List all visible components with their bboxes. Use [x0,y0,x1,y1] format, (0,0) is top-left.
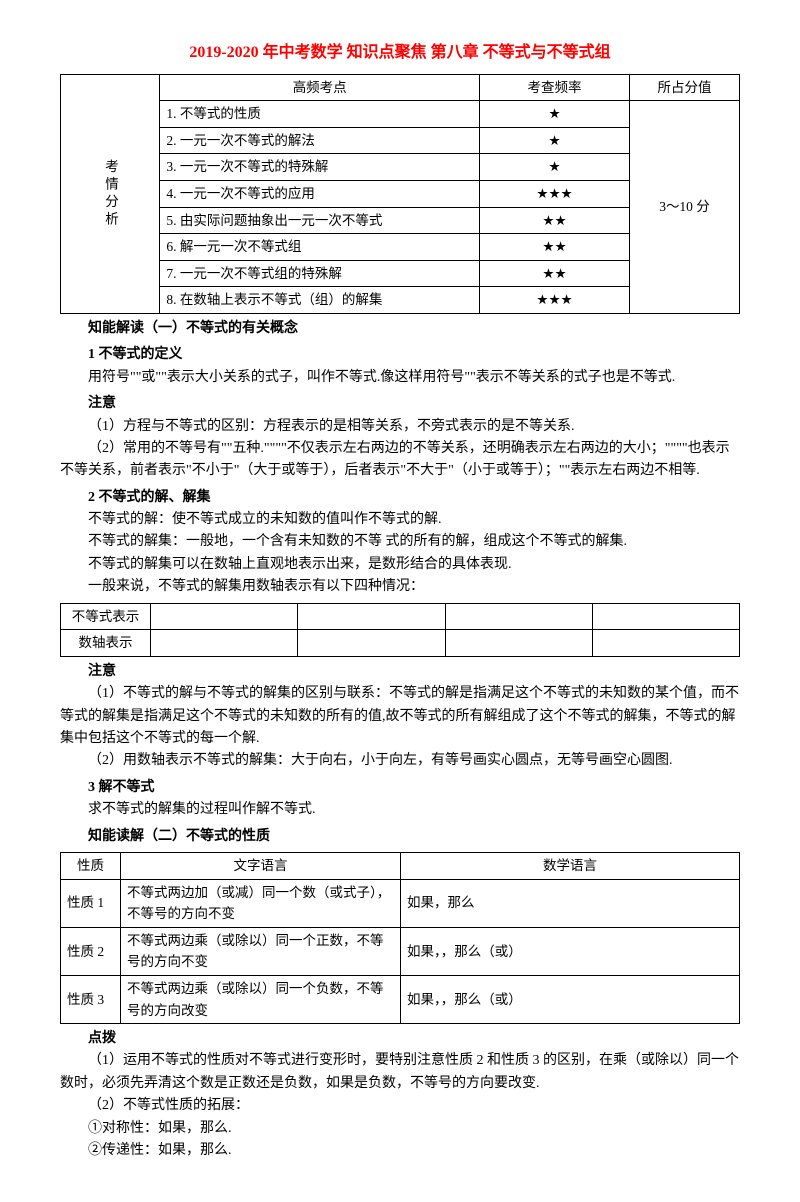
subheading: 1 不等式的定义 [60,344,740,366]
paragraph: （2）用数轴表示不等式的解集：大于向右，小于向左，有等号画实心圆点，无等号画空心… [60,750,740,772]
prop-text: 不等式两边乘（或除以）同一个负数，不等号的方向改变 [121,975,401,1023]
empty-cell [298,603,445,630]
point-cell: 6. 解一元一次不等式组 [160,234,480,261]
table-row: 性质 3 不等式两边乘（或除以）同一个负数，不等号的方向改变 如果，，那么（或） [61,975,740,1023]
freq-cell: ★ [480,154,630,181]
freq-cell: ★★ [480,234,630,261]
paragraph: 不等式的解集：一般地，一个含有未知数的不等 式的所有的解，组成这个不等式的解集. [60,531,740,553]
property-table: 性质 文字语言 数学语言 性质 1 不等式两边加（或减）同一个数（或式子），不等… [60,852,740,1024]
point-cell: 1. 不等式的性质 [160,101,480,128]
note-heading: 点拨 [60,1028,740,1050]
point-cell: 8. 在数轴上表示不等式（组）的解集 [160,287,480,314]
freq-cell: ★ [480,101,630,128]
subheading: 3 解不等式 [60,777,740,799]
point-cell: 2. 一元一次不等式的解法 [160,127,480,154]
point-cell: 5. 由实际问题抽象出一元一次不等式 [160,207,480,234]
exam-table: 考情分析 高频考点 考查频率 所占分值 1. 不等式的性质★3～10 分 2. … [60,74,740,314]
prop-math: 如果，，那么（或） [401,927,740,975]
paragraph: ②传递性：如果，那么. [60,1140,740,1162]
prop-text: 不等式两边加（或减）同一个数（或式子），不等号的方向不变 [121,879,401,927]
paragraph: 一般来说，不等式的解集用数轴表示有以下四种情况： [60,576,740,598]
paragraph: ①对称性：如果，那么. [60,1118,740,1140]
row-label: 不等式表示 [61,603,151,630]
prop-math: 如果，那么 [401,879,740,927]
empty-cell [151,603,298,630]
table-row: 1. 不等式的性质★3～10 分 [61,101,740,128]
paragraph: （1）方程与不等式的区别：方程表示的是相等关系，不旁式表示的是不等关系. [60,416,740,438]
side-label: 考情分析 [61,74,160,313]
point-cell: 3. 一元一次不等式的特殊解 [160,154,480,181]
note-heading: 注意 [60,393,740,415]
header-math: 数学语言 [401,852,740,879]
empty-cell [298,630,445,657]
empty-cell [445,603,592,630]
paragraph: （1）运用不等式的性质对不等式进行变形时，要特别注意性质 2 和性质 3 的区别… [60,1050,740,1095]
prop-text: 不等式两边乘（或除以）同一个正数，不等号的方向不变 [121,927,401,975]
freq-cell: ★★★ [480,180,630,207]
paragraph: （2）常用的不等号有""五种.""""不仅表示左右两边的不等关系，还明确表示左右… [60,438,740,483]
freq-cell: ★★ [480,207,630,234]
prop-label: 性质 3 [61,975,121,1023]
subheading: 2 不等式的解、解集 [60,487,740,509]
empty-cell [151,630,298,657]
freq-cell: ★ [480,127,630,154]
point-cell: 4. 一元一次不等式的应用 [160,180,480,207]
header-score: 所占分值 [630,74,740,101]
score-cell: 3～10 分 [630,101,740,314]
header-prop: 性质 [61,852,121,879]
axis-table: 不等式表示 数轴表示 [60,603,740,657]
prop-label: 性质 1 [61,879,121,927]
header-text: 文字语言 [121,852,401,879]
freq-cell: ★★ [480,260,630,287]
paragraph: （1）不等式的解与不等式的解集的区别与联系：不等式的解是指满足这个不等式的未知数… [60,683,740,750]
paragraph: 不等式的解：使不等式成立的未知数的值叫作不等式的解. [60,509,740,531]
page-title: 2019-2020 年中考数学 知识点聚焦 第八章 不等式与不等式组 [60,40,740,66]
section-heading: 知能解读（一）不等式的有关概念 [60,318,740,340]
table-row: 性质 1 不等式两边加（或减）同一个数（或式子），不等号的方向不变 如果，那么 [61,879,740,927]
point-cell: 7. 一元一次不等式组的特殊解 [160,260,480,287]
empty-cell [592,603,739,630]
paragraph: 不等式的解集可以在数轴上直观地表示出来，是数形结合的具体表现. [60,554,740,576]
paragraph: 求不等式的解集的过程叫作解不等式. [60,799,740,821]
header-freq: 考查频率 [480,74,630,101]
note-heading: 注意 [60,661,740,683]
prop-math: 如果，，那么（或） [401,975,740,1023]
paragraph: 用符号""或""表示大小关系的式子，叫作不等式.像这样用符号""表示不等关系的式… [60,367,740,389]
header-point: 高频考点 [160,74,480,101]
paragraph: （2）不等式性质的拓展： [60,1095,740,1117]
prop-label: 性质 2 [61,927,121,975]
freq-cell: ★★★ [480,287,630,314]
section-heading: 知能读解（二）不等式的性质 [60,826,740,848]
table-row: 性质 2 不等式两边乘（或除以）同一个正数，不等号的方向不变 如果，，那么（或） [61,927,740,975]
empty-cell [445,630,592,657]
empty-cell [592,630,739,657]
row-label: 数轴表示 [61,630,151,657]
